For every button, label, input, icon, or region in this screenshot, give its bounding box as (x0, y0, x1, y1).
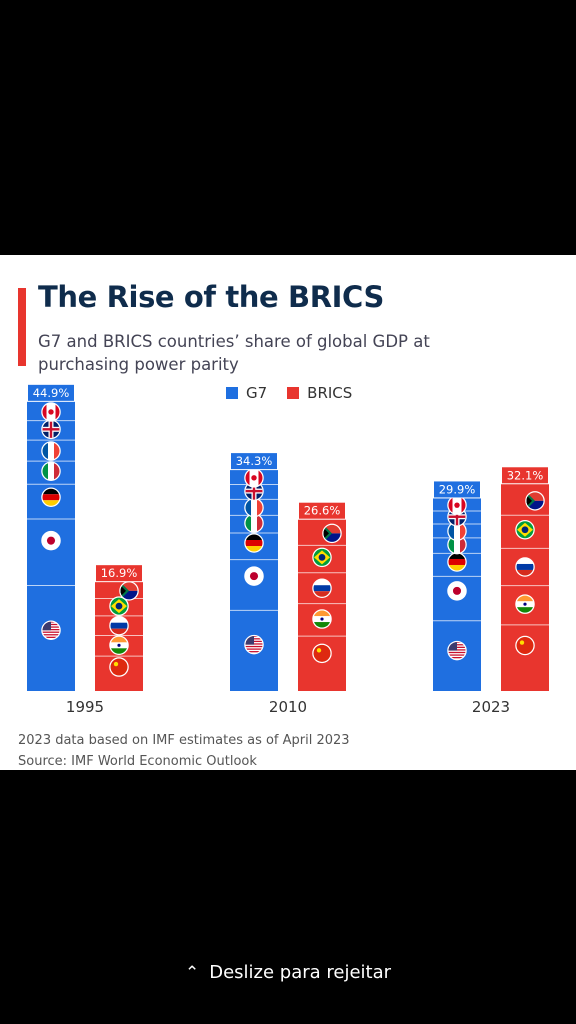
x-tick-label-1995: 1995 (66, 698, 104, 716)
brazil-flag-icon (109, 596, 129, 616)
us-flag-icon (41, 620, 61, 641)
japan-flag-icon (244, 566, 264, 586)
russia-flag-icon (109, 615, 129, 636)
chart-footnote: 2023 data based on IMF estimates as of A… (18, 730, 350, 772)
france-flag-icon (447, 521, 467, 541)
x-tick-label-2023: 2023 (472, 698, 510, 716)
value-label-g7-2010: 34.3% (236, 454, 273, 468)
value-label-brics-1995: 16.9% (101, 566, 138, 580)
swipe-to-dismiss[interactable]: ⌃ Deslize para rejeitar (0, 962, 576, 983)
india-flag-icon (312, 609, 332, 629)
chart-subtitle: G7 and BRICS countries’ share of global … (38, 332, 430, 374)
source-text: Source: IMF World Economic Outlook (18, 754, 257, 769)
south-africa-flag-icon (119, 581, 139, 601)
value-label-g7-2023: 29.9% (439, 482, 476, 496)
legend-item-brics: BRICS (287, 384, 352, 402)
x-tick-label-2010: 2010 (269, 698, 307, 716)
india-flag-icon (515, 594, 535, 614)
france-flag-icon (244, 497, 264, 518)
italy-flag-icon (41, 461, 61, 481)
value-label-brics-2010: 26.6% (304, 504, 341, 518)
canada-flag-icon (447, 495, 467, 515)
chevron-up-icon: ⌃ (184, 963, 200, 983)
germany-flag-icon (244, 533, 264, 553)
brazil-flag-icon (515, 520, 535, 540)
china-flag-icon (515, 635, 535, 656)
value-label-g7-1995: 44.9% (33, 386, 70, 400)
value-label-bg-brics (502, 467, 548, 484)
legend-swatch-g7 (226, 387, 238, 399)
us-flag-icon (244, 634, 264, 655)
legend-swatch-brics (287, 387, 300, 399)
value-label-bg-g7 (434, 481, 480, 498)
value-label-bg-brics (96, 565, 142, 582)
south-africa-flag-icon (322, 523, 342, 544)
canada-flag-icon (244, 468, 264, 488)
china-flag-icon (109, 657, 129, 677)
uk-flag-icon (244, 481, 264, 501)
chart-title: The Rise of the BRICS (38, 280, 384, 314)
india-flag-icon (109, 635, 129, 656)
china-flag-icon (312, 643, 332, 664)
germany-flag-icon (447, 552, 467, 572)
value-label-bg-brics (299, 502, 345, 519)
value-label-bg-g7 (231, 453, 277, 470)
brazil-flag-icon (312, 547, 332, 568)
legend-label-g7: G7 (246, 384, 268, 402)
russia-flag-icon (515, 557, 535, 577)
france-flag-icon (41, 441, 61, 461)
footnote-text: 2023 data based on IMF estimates as of A… (18, 733, 350, 748)
japan-flag-icon (41, 530, 61, 551)
swipe-label: Deslize para rejeitar (209, 962, 392, 983)
south-africa-flag-icon (525, 491, 545, 511)
japan-flag-icon (447, 581, 467, 601)
legend-item-g7: G7 (226, 384, 267, 402)
accent-bar (18, 288, 26, 366)
uk-flag-icon (41, 419, 61, 440)
value-label-bg-g7 (28, 384, 74, 401)
value-label-brics-2023: 32.1% (507, 468, 544, 482)
bar-brics-2023 (501, 484, 549, 691)
canada-flag-icon (41, 402, 61, 422)
chart-legend: G7 BRICS (226, 384, 372, 402)
legend-label-brics: BRICS (307, 384, 353, 402)
germany-flag-icon (41, 487, 61, 508)
us-flag-icon (447, 640, 467, 661)
russia-flag-icon (312, 578, 332, 598)
